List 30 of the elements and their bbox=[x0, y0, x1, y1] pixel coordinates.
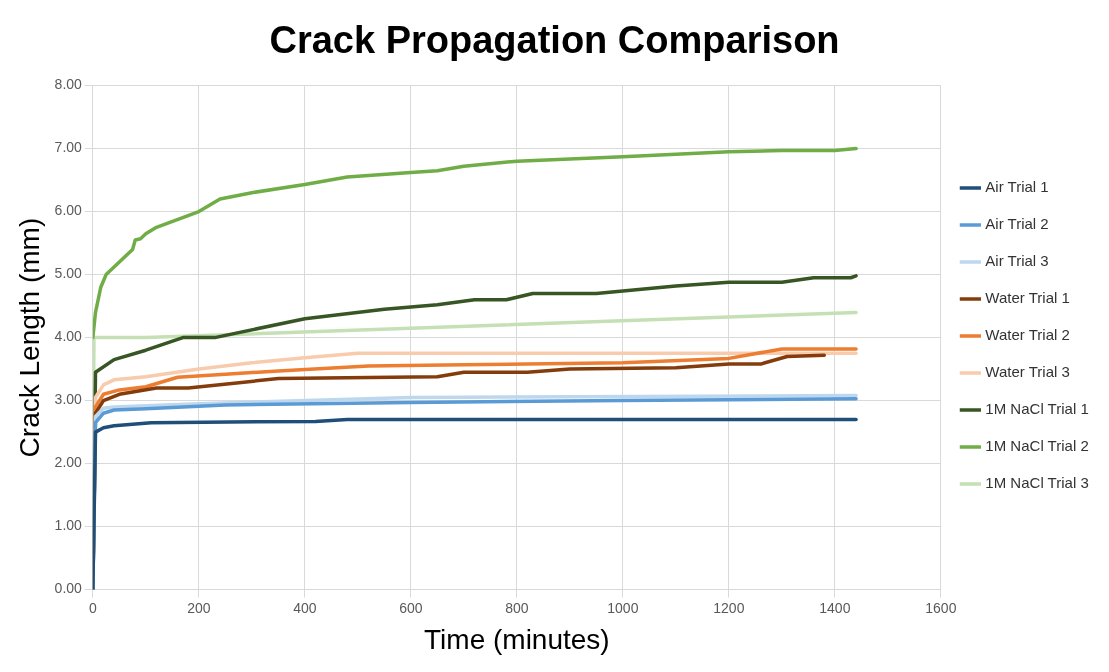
legend-label: Air Trial 3 bbox=[985, 252, 1049, 270]
legend-label: Water Trial 2 bbox=[985, 326, 1070, 344]
legend-label: 1M NaCl Trial 2 bbox=[985, 437, 1089, 455]
y-tick-label: 2.00 bbox=[54, 454, 83, 471]
y-tick-label: 3.00 bbox=[54, 391, 83, 408]
x-tick-label: 1400 bbox=[819, 599, 851, 616]
x-tick-label: 400 bbox=[293, 599, 317, 616]
x-tick-label: 800 bbox=[505, 599, 529, 616]
legend-label: Air Trial 2 bbox=[985, 215, 1049, 233]
legend-label: Water Trial 1 bbox=[985, 289, 1070, 307]
y-tick-label: 0.00 bbox=[54, 580, 83, 597]
legend-label: Air Trial 1 bbox=[985, 178, 1049, 196]
legend-label: Water Trial 3 bbox=[985, 363, 1070, 381]
y-tick-label: 5.00 bbox=[54, 265, 83, 282]
chart-title: Crack Propagation Comparison bbox=[269, 19, 840, 62]
x-tick-label: 1200 bbox=[713, 599, 745, 616]
legend-label: 1M NaCl Trial 3 bbox=[985, 474, 1089, 492]
y-tick-label: 1.00 bbox=[54, 517, 83, 534]
y-axis-title: Crack Length (mm) bbox=[13, 217, 45, 458]
x-tick-label: 600 bbox=[399, 599, 423, 616]
x-tick-label: 0 bbox=[88, 599, 97, 616]
y-tick-label: 4.00 bbox=[54, 328, 83, 345]
x-axis-title: Time (minutes) bbox=[424, 623, 610, 655]
y-tick-label: 6.00 bbox=[54, 202, 83, 219]
y-tick-label: 8.00 bbox=[54, 76, 83, 93]
y-tick-label: 7.00 bbox=[54, 139, 83, 156]
x-tick-label: 1600 bbox=[925, 599, 957, 616]
x-tick-label: 1000 bbox=[607, 599, 639, 616]
x-tick-label: 200 bbox=[187, 599, 211, 616]
legend-label: 1M NaCl Trial 1 bbox=[985, 400, 1089, 418]
